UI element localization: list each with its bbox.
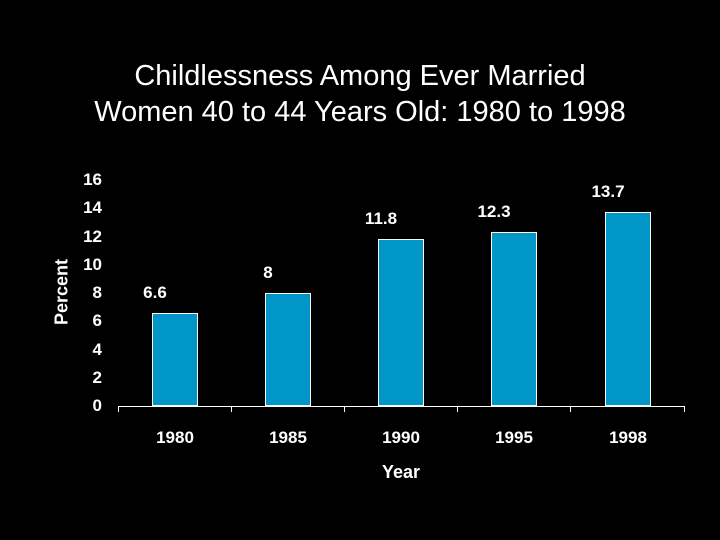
x-tick-label: 1980 (156, 428, 194, 447)
y-tick-label: 4 (92, 339, 102, 359)
y-tick-label: 14 (83, 198, 102, 218)
x-axis-label: Year (381, 462, 421, 482)
x-tick-mark (118, 406, 119, 412)
x-tick-label: 1998 (609, 428, 647, 447)
bar-1995 (491, 232, 537, 406)
x-tick-label: 1995 (495, 428, 533, 447)
x-axis-line (118, 406, 684, 407)
bar-1990 (378, 239, 424, 406)
bar-1985 (265, 293, 311, 406)
bar-value-label: 6.6 (143, 282, 167, 302)
y-tick-label: 6 (92, 311, 102, 331)
bar-value-label: 11.8 (364, 209, 398, 229)
bar-value-label: 8 (263, 263, 273, 282)
bar-value-label: 13.7 (591, 182, 625, 202)
x-tick-label: 1985 (269, 428, 307, 447)
chart-title-line-2: Women 40 to 44 Years Old: 1980 to 1998 (94, 96, 626, 128)
chart-title: Childlessness Among Ever Married Women 4… (0, 58, 720, 130)
x-tick-mark (457, 406, 458, 412)
y-tick-label: 8 (92, 283, 102, 302)
x-tick-mark (231, 406, 232, 412)
y-tick-label: 0 (92, 396, 102, 415)
x-tick-mark (570, 406, 571, 412)
x-tick-mark (684, 406, 685, 412)
y-tick-label: 2 (92, 367, 102, 387)
y-tick-label: 12 (83, 226, 102, 246)
x-tick-label: 1990 (382, 428, 420, 447)
y-tick-label: 10 (83, 254, 102, 274)
bar-1998 (605, 212, 651, 406)
chart-title-line-1: Childlessness Among Ever Married (134, 60, 586, 92)
bar-value-label: 12.3 (477, 202, 511, 222)
y-tick-label: 16 (83, 170, 102, 189)
x-tick-mark (344, 406, 345, 412)
bar-1980 (152, 312, 198, 406)
